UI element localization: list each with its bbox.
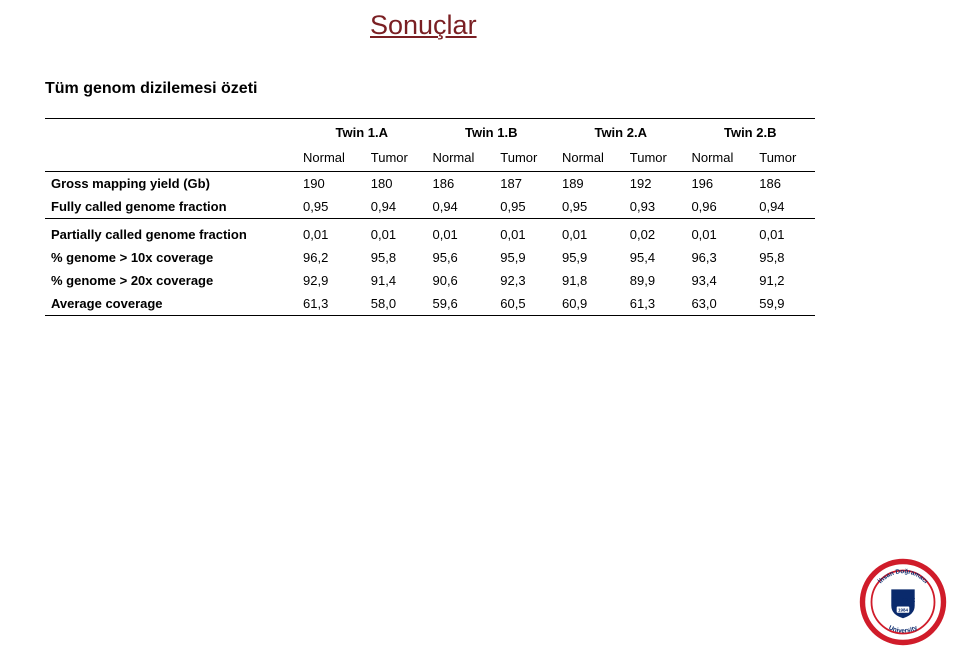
cell: 0,01: [426, 223, 494, 246]
logo-year: 1984: [898, 607, 909, 612]
cell: 91,8: [556, 269, 624, 292]
col-twin-1a: Twin 1.A: [297, 119, 426, 147]
cell: 95,8: [753, 246, 815, 269]
cell: 0,94: [753, 195, 815, 219]
table-row: Gross mapping yield (Gb) 190 180 186 187…: [45, 172, 815, 196]
table-row: % genome > 10x coverage 96,2 95,8 95,6 9…: [45, 246, 815, 269]
logo-bottom-text: University: [887, 624, 918, 634]
cell: 189: [556, 172, 624, 196]
cell: 0,94: [426, 195, 494, 219]
cell: 60,9: [556, 292, 624, 316]
cell: 0,01: [365, 223, 427, 246]
table-subtitle: Tüm genom dizilemesi özeti: [45, 80, 257, 98]
col-twin-2b: Twin 2.B: [685, 119, 815, 147]
cell: 89,9: [624, 269, 686, 292]
cell: 95,8: [365, 246, 427, 269]
row-label: Partially called genome fraction: [45, 223, 297, 246]
cell: 95,4: [624, 246, 686, 269]
table-row: Average coverage 61,3 58,0 59,6 60,5 60,…: [45, 292, 815, 316]
bilkent-logo-icon: İhsan Doğramacı University Bilkent 1984: [858, 557, 948, 647]
cell: 0,96: [685, 195, 753, 219]
col-tumor: Tumor: [494, 146, 556, 172]
cell: 95,6: [426, 246, 494, 269]
svg-text:İhsan Doğramacı: İhsan Doğramacı: [876, 568, 929, 585]
cell: 95,9: [556, 246, 624, 269]
table-row: Partially called genome fraction 0,01 0,…: [45, 223, 815, 246]
row-label: Fully called genome fraction: [45, 195, 297, 219]
cell: 0,93: [624, 195, 686, 219]
cell: 192: [624, 172, 686, 196]
svg-text:University: University: [887, 624, 918, 634]
cell: 0,95: [297, 195, 365, 219]
cell: 187: [494, 172, 556, 196]
cell: 59,9: [753, 292, 815, 316]
cell: 190: [297, 172, 365, 196]
cell: 186: [753, 172, 815, 196]
cell: 0,95: [494, 195, 556, 219]
cell: 59,6: [426, 292, 494, 316]
cell: 0,01: [494, 223, 556, 246]
cell: 96,2: [297, 246, 365, 269]
cell: 0,01: [297, 223, 365, 246]
cell: 196: [685, 172, 753, 196]
col-twin-1b: Twin 1.B: [426, 119, 555, 147]
cell: 61,3: [624, 292, 686, 316]
cell: 91,4: [365, 269, 427, 292]
cell: 186: [426, 172, 494, 196]
cell: 180: [365, 172, 427, 196]
col-normal: Normal: [556, 146, 624, 172]
row-label: Gross mapping yield (Gb): [45, 172, 297, 196]
cell: 93,4: [685, 269, 753, 292]
col-normal: Normal: [685, 146, 753, 172]
cell: 0,01: [753, 223, 815, 246]
cell: 90,6: [426, 269, 494, 292]
cell: 61,3: [297, 292, 365, 316]
cell: 0,01: [556, 223, 624, 246]
cell: 60,5: [494, 292, 556, 316]
cell: 0,94: [365, 195, 427, 219]
cell: 63,0: [685, 292, 753, 316]
table-row: Fully called genome fraction 0,95 0,94 0…: [45, 195, 815, 219]
col-normal: Normal: [426, 146, 494, 172]
cell: 0,95: [556, 195, 624, 219]
logo-top-text: İhsan Doğramacı: [876, 568, 929, 585]
logo-center-text: Bilkent: [891, 595, 916, 604]
page-title: Sonuçlar: [370, 10, 477, 41]
cell: 91,2: [753, 269, 815, 292]
cell: 0,02: [624, 223, 686, 246]
col-tumor: Tumor: [365, 146, 427, 172]
cell: 0,01: [685, 223, 753, 246]
cell: 96,3: [685, 246, 753, 269]
table-row: % genome > 20x coverage 92,9 91,4 90,6 9…: [45, 269, 815, 292]
col-twin-2a: Twin 2.A: [556, 119, 685, 147]
col-tumor: Tumor: [753, 146, 815, 172]
cell: 58,0: [365, 292, 427, 316]
col-normal: Normal: [297, 146, 365, 172]
row-label: % genome > 10x coverage: [45, 246, 297, 269]
cell: 95,9: [494, 246, 556, 269]
row-label: % genome > 20x coverage: [45, 269, 297, 292]
row-label: Average coverage: [45, 292, 297, 316]
cell: 92,9: [297, 269, 365, 292]
col-tumor: Tumor: [624, 146, 686, 172]
cell: 92,3: [494, 269, 556, 292]
summary-table: Twin 1.A Twin 1.B Twin 2.A Twin 2.B Norm…: [45, 118, 815, 316]
